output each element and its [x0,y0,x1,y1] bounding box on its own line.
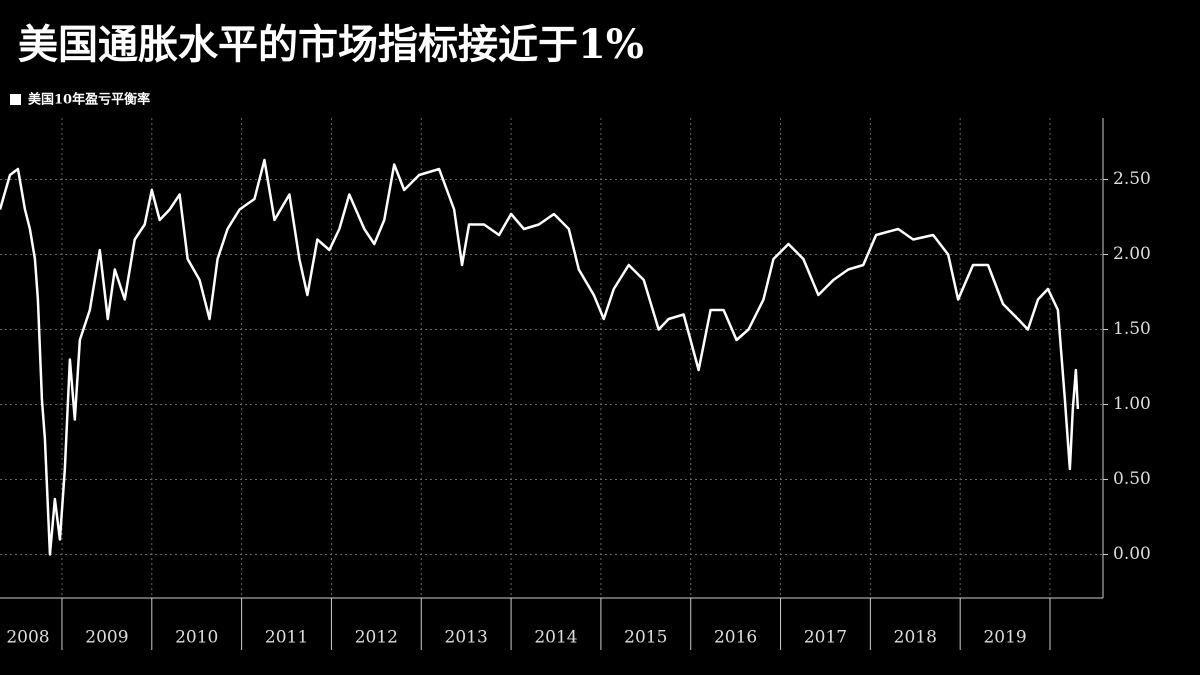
x-tick-label: 2017 [804,628,847,648]
y-tick-label: 1.50 [1113,319,1151,339]
x-tick-label: 2015 [624,628,667,648]
x-tick-label: 2012 [355,628,398,648]
series-line [0,158,1080,556]
x-tick-label: 2014 [534,628,577,648]
legend-label: 美国10年盈亏平衡率 [28,92,150,108]
x-tick-label: 2010 [175,628,218,648]
y-tick-label: 2.00 [1113,244,1151,264]
y-tick-label: 0.50 [1113,469,1151,489]
x-tick-label: 2016 [714,628,757,648]
y-tick-label: 1.00 [1113,394,1151,414]
x-tick-label: 2008 [6,628,49,648]
x-tick-label: 2009 [85,628,128,648]
y-tick-label: 2.50 [1113,169,1151,189]
y-tick-label: 0.00 [1113,544,1151,564]
x-tick-label: 2018 [894,628,937,648]
chart-title: 美国通胀水平的市场指标接近于1% [18,21,644,68]
legend-swatch [10,94,21,105]
x-tick-label: 2013 [445,628,488,648]
x-tick-label: 2019 [983,628,1026,648]
x-tick-label: 2011 [265,628,308,648]
